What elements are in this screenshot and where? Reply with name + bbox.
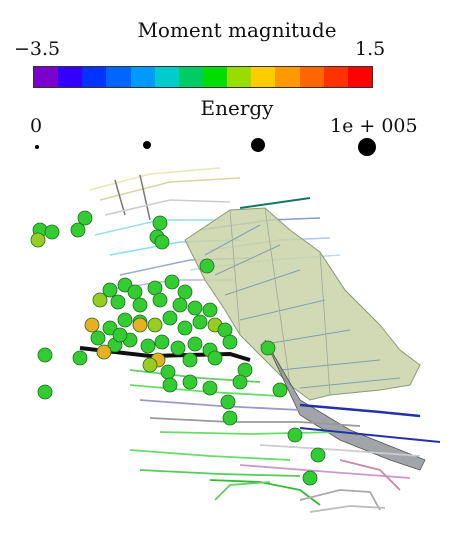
seismic-event-sphere — [287, 427, 303, 443]
colorbar-segment — [275, 67, 300, 87]
seismic-event-sphere — [152, 292, 168, 308]
energy-size-dot — [358, 138, 376, 156]
colorbar-segment — [227, 67, 252, 87]
seismic-event-sphere — [84, 317, 100, 333]
seismic-event-sphere — [96, 344, 112, 360]
colorbar-segment — [323, 67, 348, 87]
colorbar-segment — [251, 67, 276, 87]
moment-magnitude-min-label: −3.5 — [14, 38, 61, 60]
colorbar-segment — [154, 67, 179, 87]
seismic-event-sphere — [147, 317, 163, 333]
energy-size-dot — [143, 141, 151, 149]
seismic-event-sphere — [272, 382, 288, 398]
seismic-event-sphere — [170, 340, 186, 356]
colorbar-segment — [82, 67, 107, 87]
seismic-event-sphere — [142, 357, 158, 373]
energy-size-legend — [0, 0, 474, 170]
seismic-event-sphere — [154, 234, 170, 250]
seismic-event-sphere — [70, 222, 86, 238]
seismic-event-sphere — [152, 215, 168, 231]
seismic-event-sphere — [260, 340, 276, 356]
seismic-event-sphere — [112, 327, 128, 343]
seismic-event-sphere — [110, 294, 126, 310]
moment-magnitude-colorbar — [33, 66, 373, 88]
colorbar-segment — [34, 67, 59, 87]
seismic-event-sphere — [132, 317, 148, 333]
seismic-event-sphere — [44, 224, 60, 240]
moment-magnitude-title: Moment magnitude — [137, 18, 337, 42]
seismic-event-sphere — [102, 282, 118, 298]
seismic-event-sphere — [177, 320, 193, 336]
seismic-event-sphere — [310, 447, 326, 463]
seismic-event-sphere — [177, 284, 193, 300]
fault-plane — [184, 207, 426, 471]
energy-size-dot — [35, 145, 39, 149]
seismic-event-sphere — [30, 232, 46, 248]
seismic-event-sphere — [77, 210, 93, 226]
colorbar-segment — [130, 67, 155, 87]
seismic-event-sphere — [164, 274, 180, 290]
colorbar-segment — [106, 67, 131, 87]
seismic-event-sphere — [154, 334, 170, 350]
seismic-event-sphere — [222, 410, 238, 426]
seismic-event-sphere — [182, 374, 198, 390]
seismic-event-sphere — [92, 292, 108, 308]
moment-magnitude-max-label: 1.5 — [355, 38, 386, 60]
seismic-event-sphere — [192, 314, 208, 330]
seismic-event-sphere — [199, 258, 215, 274]
energy-max-label: 1e + 005 — [330, 115, 418, 137]
seismic-event-sphere — [90, 330, 106, 346]
seismic-event-sphere — [182, 352, 198, 368]
seismic-event-sphere — [202, 302, 218, 318]
seismic-event-sphere — [172, 297, 188, 313]
energy-title: Energy — [200, 96, 274, 120]
seismic-event-sphere — [37, 384, 53, 400]
seismic-event-sphere — [127, 284, 143, 300]
seismic-event-sphere — [202, 380, 218, 396]
colorbar-segment — [58, 67, 83, 87]
seismic-event-sphere — [117, 312, 133, 328]
energy-size-dot — [251, 138, 265, 152]
seismic-event-sphere — [162, 310, 178, 326]
seismic-event-sphere — [140, 338, 156, 354]
seismic-event-sphere — [187, 336, 203, 352]
colorbar-segment — [178, 67, 203, 87]
seismic-event-sphere — [72, 350, 88, 366]
colorbar-segment — [202, 67, 228, 87]
seismic-event-sphere — [37, 347, 53, 363]
seismic-event-sphere — [232, 374, 248, 390]
seismic-event-sphere — [187, 300, 203, 316]
3d-mine-scene — [30, 167, 441, 513]
seismic-event-sphere — [132, 297, 148, 313]
seismic-events — [30, 210, 326, 486]
seismic-event-sphere — [207, 350, 223, 366]
energy-min-label: 0 — [30, 115, 43, 137]
seismic-event-sphere — [220, 394, 236, 410]
colorbar-segment — [347, 67, 372, 87]
seismic-event-sphere — [160, 364, 176, 380]
seismic-event-sphere — [162, 377, 178, 393]
seismic-event-sphere — [222, 334, 238, 350]
colorbar-segment — [299, 67, 324, 87]
seismic-event-sphere — [302, 470, 318, 486]
